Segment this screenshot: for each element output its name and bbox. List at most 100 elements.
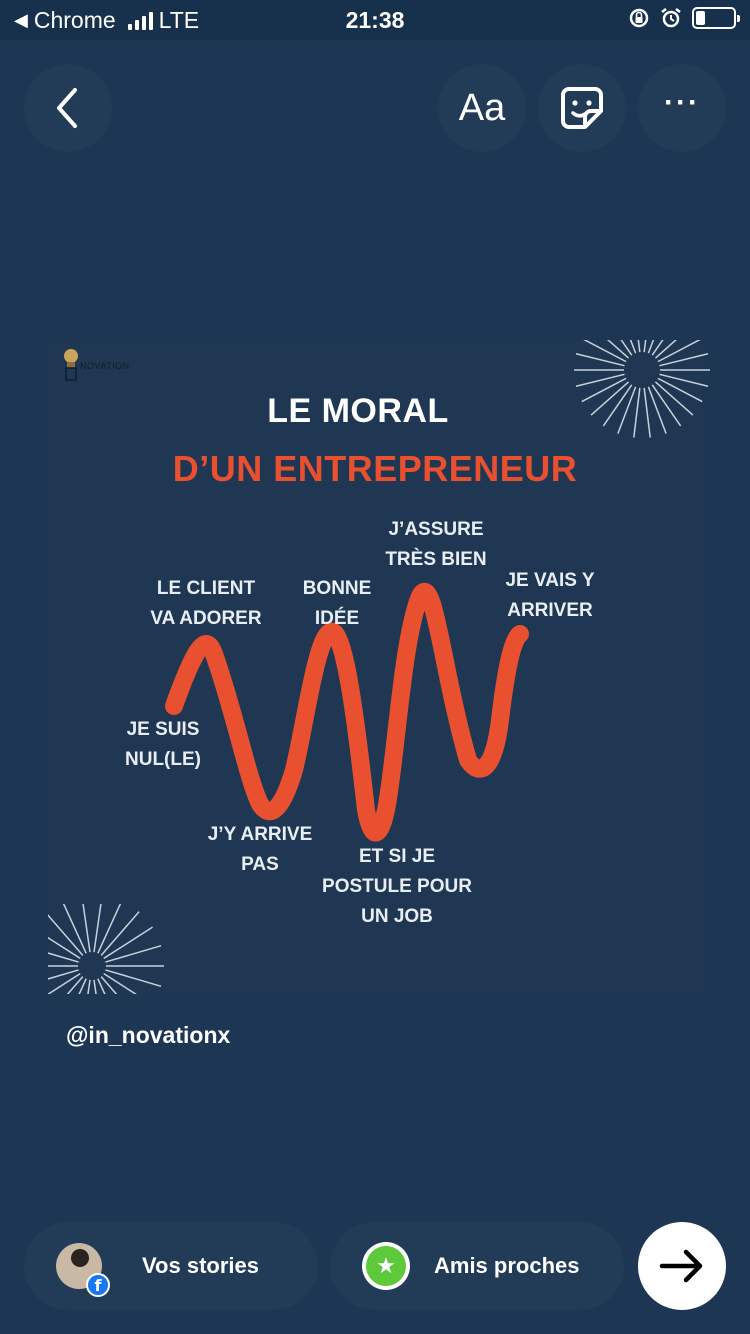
your-story-button[interactable]: f Vos stories (24, 1222, 318, 1310)
text-tool-button[interactable]: Aa (438, 64, 526, 152)
sunburst-ray (654, 340, 677, 359)
label-line: VA ADORER (150, 608, 262, 629)
back-app-label: Chrome (33, 7, 116, 33)
mention-sticker[interactable]: @in_novationx (66, 1022, 231, 1048)
sunburst-ray (657, 377, 703, 403)
label-jy-arrive-pas: J’Y ARRIVE PAS (198, 820, 322, 880)
sunburst-ray (654, 381, 694, 416)
next-button[interactable] (638, 1222, 726, 1310)
sunburst-ray (97, 904, 122, 954)
sunburst-ray (575, 352, 625, 367)
sticker-button[interactable] (538, 64, 626, 152)
story-title-line1: LE MORAL (267, 392, 449, 430)
clock: 21:38 (345, 7, 405, 33)
label-postule-job: ET SI JE POSTULE POUR UN JOB (312, 842, 482, 932)
sunburst-ray (62, 904, 87, 954)
sunburst-ray (100, 976, 118, 994)
label-line: LE CLIENT (156, 578, 256, 599)
text-tool-label: Aa (458, 86, 506, 129)
label-bonne-idee: BONNE IDÉE (292, 574, 382, 634)
label-le-client: LE CLIENT VA ADORER (144, 574, 268, 634)
sunburst-ray (97, 978, 106, 994)
sunburst-ray (659, 373, 709, 388)
close-friends-button[interactable]: ★ Amis proches (330, 1222, 624, 1310)
sunburst-ray (651, 340, 664, 356)
label-line: JE SUIS (126, 719, 200, 740)
facebook-icon: f (86, 1273, 110, 1297)
sunburst-ray (48, 936, 81, 960)
sticker-icon (561, 87, 603, 129)
sunburst-ray (103, 926, 153, 960)
sunburst-ray (48, 914, 84, 956)
label-line: ARRIVER (507, 600, 593, 621)
label-line: JE VAIS Y (505, 570, 595, 591)
label-je-suis-nul: JE SUIS NUL(LE) (118, 715, 208, 775)
sunburst-ray (82, 904, 91, 953)
close-friends-star-icon: ★ (362, 1242, 410, 1290)
sunburst-ray (87, 979, 91, 994)
sunburst-ray (583, 340, 627, 363)
sunburst-ray (620, 340, 633, 356)
back-to-app[interactable]: ◀ Chrome LTE (14, 7, 199, 34)
label-line: IDÉE (314, 608, 360, 629)
sunburst-ray (659, 352, 709, 367)
sunburst-ray (629, 340, 637, 354)
sunburst-ray (657, 340, 701, 363)
more-options-button[interactable]: ··· (638, 64, 726, 152)
sunburst-ray (651, 384, 682, 427)
sunburst-ray (575, 373, 625, 388)
brand-text: NOVATION (80, 361, 130, 371)
back-triangle-icon: ◀ (14, 10, 28, 30)
label-line: J’Y ARRIVE (207, 824, 313, 845)
mood-wave (165, 582, 529, 842)
close-friends-label: Amis proches (434, 1253, 580, 1278)
label-line: TRÈS BIEN (385, 549, 487, 570)
back-button[interactable] (24, 64, 112, 152)
sunburst-ray (66, 976, 84, 994)
label-line: J’ASSURE (388, 519, 484, 540)
sunburst-ray (607, 340, 630, 359)
story-image[interactable]: NOVATION LE MORAL D’UN ENTREPRENEUR JE S… (48, 340, 710, 994)
sunburst-ray (637, 340, 641, 353)
sunburst-ray (590, 381, 630, 416)
sunburst-ray (647, 340, 655, 354)
sunburst-ray (93, 979, 97, 994)
brand-logo: NOVATION (62, 346, 130, 386)
sunburst-ray (93, 904, 102, 953)
label-jassure: J’ASSURE TRÈS BIEN (380, 515, 492, 575)
label-line: POSTULE POUR (322, 876, 472, 897)
network-label: LTE (158, 7, 200, 33)
sunburst-ray (48, 969, 79, 980)
sunburst-ray (48, 972, 81, 994)
battery-icon (692, 7, 740, 29)
sunburst-ray (103, 972, 137, 994)
sunburst-ray (643, 340, 647, 353)
sunburst-ray (48, 952, 79, 963)
label-line: UN JOB (361, 906, 433, 927)
lightbulb-icon (64, 349, 78, 381)
sunburst-ray (105, 944, 162, 963)
rotation-lock-icon (629, 8, 649, 28)
label-line: ET SI JE (358, 846, 436, 867)
sunburst-decoration-bottom-left (48, 904, 164, 994)
sunburst-ray (581, 377, 627, 403)
more-icon: ··· (664, 86, 700, 119)
your-story-label: Vos stories (142, 1253, 259, 1278)
sunburst-ray (100, 911, 140, 956)
avatar: f (56, 1243, 110, 1297)
sunburst-ray (647, 386, 667, 434)
label-line: NUL(LE) (125, 749, 201, 770)
signal-icon (127, 11, 153, 30)
sunburst-ray (633, 387, 641, 438)
sunburst-ray (78, 978, 87, 994)
sunburst-ray (105, 969, 162, 988)
story-title-line2: D’UN ENTREPRENEUR (172, 448, 578, 489)
arrow-right-icon (659, 1249, 703, 1283)
status-bar: ◀ Chrome LTE 21:38 (0, 0, 750, 40)
chevron-left-icon (57, 88, 77, 128)
label-line: BONNE (302, 578, 372, 599)
label-line: PAS (241, 854, 279, 875)
sunburst-ray (643, 387, 651, 438)
sunburst-ray (617, 386, 637, 434)
sunburst-ray (602, 384, 633, 427)
